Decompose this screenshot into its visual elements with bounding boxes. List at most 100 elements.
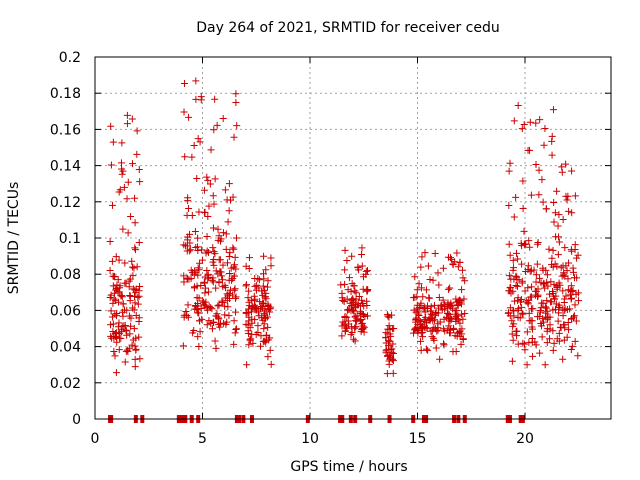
data-point-marker [248,319,256,327]
data-point-marker [349,295,357,303]
data-point-marker [230,272,238,280]
data-point-marker [210,318,218,326]
data-point-marker [437,301,445,309]
data-point-marker [338,332,346,340]
data-point-marker [521,287,529,295]
data-point-marker [338,289,346,297]
data-point-marker [219,298,227,306]
data-point-marker [188,153,196,161]
data-point-marker [538,322,546,330]
data-point-marker [117,159,125,167]
data-point-marker [195,294,203,302]
data-point-marker [262,266,270,274]
y-tick-label: 0.18 [50,86,81,102]
data-point-marker [361,312,369,320]
data-point-marker [224,259,232,267]
tick-marks [94,56,611,420]
data-point-marker [385,351,393,359]
data-point-marker [363,302,371,310]
data-point-marker [554,317,562,325]
data-point-marker [209,192,217,200]
data-point-marker [246,336,254,344]
data-point-marker [434,269,442,277]
data-point-marker [109,320,117,328]
data-point-marker [131,355,139,363]
data-point-marker [132,346,140,354]
data-point-marker [508,330,516,338]
x-tick-label: 15 [409,431,427,447]
data-point-marker [126,292,134,300]
data-point-marker [570,313,578,321]
data-point-marker [516,298,524,306]
data-point-marker [543,339,551,347]
data-point-marker [120,183,128,191]
data-point-marker [115,256,123,264]
data-point-marker [443,309,451,317]
data-point-marker [341,266,349,274]
data-point-marker [451,313,459,321]
data-point-marker [267,262,275,270]
data-point-marker [544,313,552,321]
data-point-marker [263,313,271,321]
data-point-marker [123,111,131,119]
data-point-marker [203,321,211,329]
data-point-marker [505,201,513,209]
data-point-marker [230,245,238,253]
data-point-marker [196,259,204,267]
data-point-marker [135,314,143,322]
data-point-marker [447,255,455,263]
data-point-marker [123,331,131,339]
data-point-marker [440,341,448,349]
data-point-marker [537,304,545,312]
data-point-marker [191,302,199,310]
data-point-marker [232,294,240,302]
data-point-marker [454,316,462,324]
data-point-marker [135,238,143,246]
data-point-marker [220,319,228,327]
data-point-marker [546,321,554,329]
data-point-marker [417,346,425,354]
data-point-marker [567,346,575,354]
data-point-marker [118,165,126,173]
data-point-marker [189,329,197,337]
data-point-marker [185,113,193,121]
data-point-marker [225,180,233,188]
data-point-marker [219,276,227,284]
data-point-marker [421,249,429,257]
data-point-marker [343,256,351,264]
data-point-marker [129,160,137,168]
data-point-marker [561,306,569,314]
data-point-marker [350,282,358,290]
data-point-marker [427,310,435,318]
data-point-marker [201,284,209,292]
data-point-marker [229,244,237,252]
data-point-marker [459,266,467,274]
data-point-marker [521,346,529,354]
data-point-marker [532,271,540,279]
data-point-marker [232,234,240,242]
data-point-marker [107,332,115,340]
data-point-marker [225,253,233,261]
data-point-marker [565,326,573,334]
data-point-marker [183,274,191,282]
data-point-marker [507,289,515,297]
data-point-marker [196,138,204,146]
data-point-marker [532,341,540,349]
data-point-marker [568,167,576,175]
data-point-marker [117,292,125,300]
data-point-marker [534,239,542,247]
data-point-marker [513,273,521,281]
data-point-marker [417,337,425,345]
data-point-marker [131,194,139,202]
data-point-marker [255,276,263,284]
data-point-marker [555,337,563,345]
data-point-marker [212,267,220,275]
data-point-marker [226,269,234,277]
data-point-marker [194,271,202,279]
data-point-marker [130,264,138,272]
data-point-marker [131,299,139,307]
data-point-marker [362,267,370,275]
data-point-marker [190,141,198,149]
y-tick-label: 0 [72,412,81,428]
data-point-marker [211,250,219,258]
